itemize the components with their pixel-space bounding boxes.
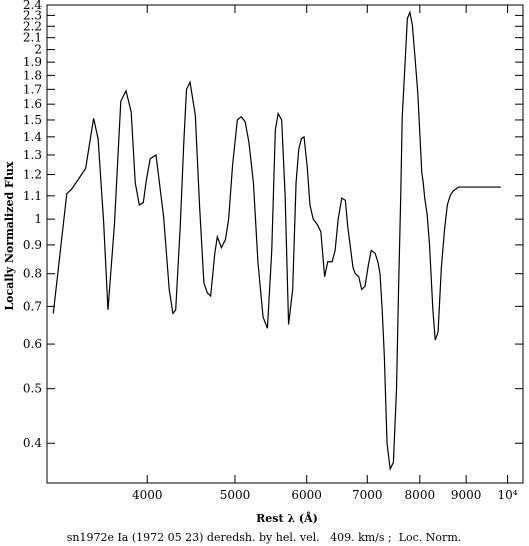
x-tick-label: 9000 [451,488,482,502]
y-tick-label: 2 [34,43,42,57]
y-tick-label: 2.4 [23,0,42,12]
plot-frame [46,4,524,484]
y-ticks: 0.4 0.5 0.6 0.7 0.8 0.9 1 1.1 1.2 1.3 1.4 1.5 1.61.7… [23,0,523,450]
y-tick-label: 0.6 [23,337,42,351]
y-tick-label: 0.8 [23,267,42,281]
y-tick-label: 0.7 [23,299,42,313]
x-tick-label: 5000 [220,488,251,502]
y-tick-label: 1.5 [23,113,42,127]
y-tick-label: 1.3 [23,148,42,162]
spectrum-line [52,10,501,472]
y-tick-label: 1 [34,212,42,226]
x-tick-label: 6000 [291,488,322,502]
y-tick-label: 1.1 [23,189,42,203]
x-tick-label: 4000 [132,488,163,502]
y-tick-label: 1.7 [23,82,42,96]
y-tick-label: 1.8 [23,68,42,82]
x-tick-label: 8000 [405,488,436,502]
x-tick-label: 10⁴ [498,488,518,502]
y-tick-label: 1.4 [23,130,42,144]
x-ticks: 4000 5000 6000 7000 8000 9000 10⁴ [132,5,518,502]
x-tick-label: 7000 [352,488,383,502]
y-tick-label: 0.5 [23,382,42,396]
y-tick-label: 1.9 [23,55,42,69]
y-axis-label: Locally Normalized Flux [3,161,16,311]
y-tick-label: 0.4 [23,436,42,450]
y-tick-label: 0.9 [23,238,42,252]
y-tick-label: 1.6 [23,97,42,111]
y-tick-label: 1.2 [23,168,42,182]
x-axis-label: Rest λ (Å) [256,511,318,525]
chart-caption: sn1972e Ia (1972 05 23) deredsh. by hel.… [67,531,462,544]
y-tick-label: 2.3 [23,8,42,22]
y-tick-label: 2.2 [23,19,42,33]
y-tick-label: 2.1 [23,31,42,45]
